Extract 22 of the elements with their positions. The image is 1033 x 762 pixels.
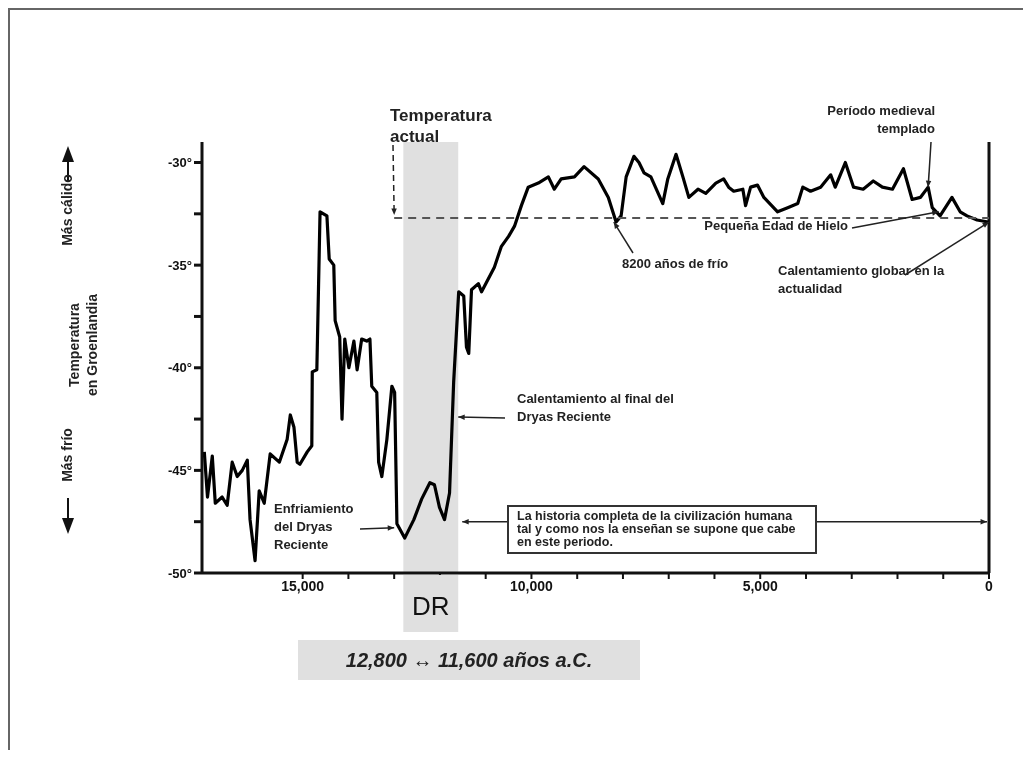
x-tick-label: 15,000 (281, 577, 325, 594)
annotation: Temperatura actual (390, 105, 493, 147)
x-tick-label: 0 (985, 577, 994, 594)
annotation: Período medieval templado (826, 102, 935, 138)
annotation: Calentamiento globar en la actualidad (778, 262, 946, 298)
line-series (202, 152, 989, 563)
y-tick-label: -35° (168, 257, 192, 273)
annotation: Calentamiento al final del Dryas Reciente (517, 390, 675, 426)
band-label: DR (411, 591, 451, 621)
x-tick-label: 10,000 (510, 577, 554, 594)
y-tick-label: -40° (168, 360, 192, 376)
text: 12,800 ↔ 11,600 años a.C. (298, 640, 640, 680)
y-tick-label: -45° (168, 463, 192, 478)
y-tick-label: -30° (168, 155, 192, 171)
annotation: Enfriamiento del Dryas Reciente (274, 500, 355, 554)
text: Más frío (58, 427, 76, 484)
annotation: La historia completa de la civilización humana tal y como nos la enseñan se supone que cabe en este periodo. (507, 504, 817, 554)
text: Más cálido (58, 173, 76, 248)
annotation: Pequeña Edad de Hielo (703, 217, 848, 235)
y-tick-label: -50° (168, 565, 192, 581)
annotation: 8200 años de frío (622, 255, 730, 273)
x-tick-label: 5,000 (742, 577, 778, 594)
